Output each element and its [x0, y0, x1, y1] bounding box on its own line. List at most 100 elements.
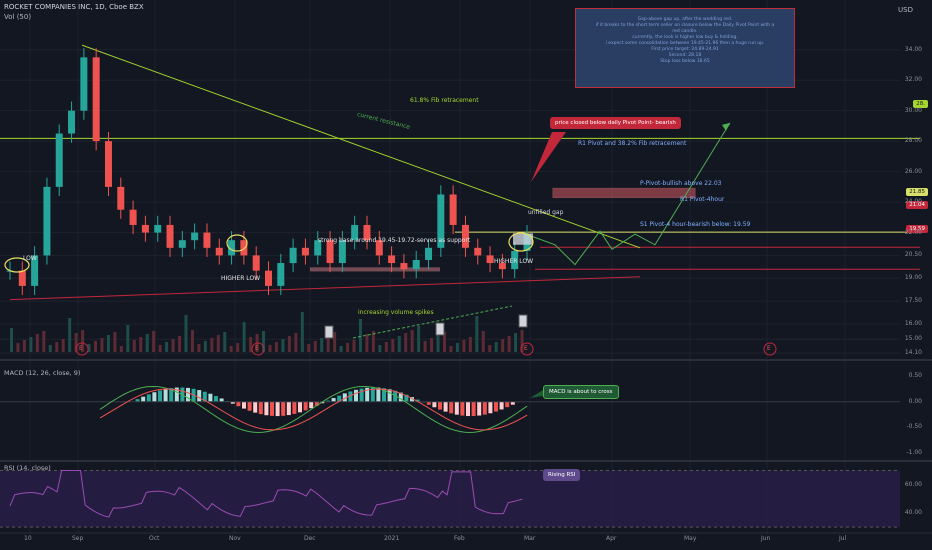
note-line: Gap-above gap up, after the wedding red.: [637, 17, 733, 22]
support-zone: [310, 267, 440, 272]
volume-bar: [178, 336, 182, 352]
macd-bar: [387, 389, 392, 402]
macd-bar: [331, 398, 336, 402]
volume-bar: [300, 312, 304, 352]
volume-bar: [216, 335, 220, 352]
price-axis-label: 15.00: [904, 335, 922, 343]
earnings-label: E: [524, 345, 528, 352]
macd-bar: [270, 401, 274, 416]
price-axis-label: 28.00: [904, 137, 922, 145]
macd-bar: [460, 401, 465, 416]
macd-bar: [236, 401, 241, 407]
macd-axis-label: 0.50: [908, 372, 922, 380]
time-axis-label: 10: [24, 535, 32, 542]
earnings-marker: [75, 342, 89, 356]
time-axis-label: 2021: [384, 535, 400, 542]
candle-body: [412, 260, 420, 270]
rsi-title: RSI (14, close): [4, 464, 51, 472]
time-axis-label: Dec: [304, 535, 316, 542]
candle-body: [314, 240, 322, 256]
higher-low-circle: [226, 234, 248, 252]
note-line: red candle.: [672, 29, 698, 34]
volume-bar: [371, 331, 375, 352]
candle-body: [338, 240, 346, 264]
candle-body: [178, 240, 186, 248]
volume-bar: [81, 330, 85, 352]
volume-bar: [391, 339, 395, 352]
note-line: First price target: 24.89-24.91: [651, 47, 719, 52]
volume-bar: [48, 345, 52, 352]
macd-bar: [449, 401, 454, 414]
volume-spikes-label: increasing volume spikes: [358, 309, 434, 316]
macd-bar: [398, 392, 403, 402]
macd-bar: [342, 393, 347, 402]
note-line: Second: 28.18: [668, 53, 702, 58]
volume-bar: [430, 338, 434, 352]
candle-body: [498, 263, 506, 270]
time-axis-label: Mar: [524, 535, 536, 542]
last-price-tag: 21.85: [906, 188, 928, 196]
macd-bar: [152, 392, 157, 402]
volume-bar: [242, 322, 246, 352]
macd-bar: [208, 393, 213, 402]
volume-bar: [165, 342, 169, 352]
low-circle: [4, 257, 30, 273]
volume-bar: [514, 333, 518, 352]
volume-bar: [520, 330, 524, 352]
volume-bar: [139, 337, 143, 352]
macd-bar: [186, 387, 190, 402]
higher-low-label-1: HIGHER LOW: [221, 275, 261, 282]
volume-bar: [29, 337, 33, 352]
support-trendline: [9, 276, 641, 301]
macd-bar: [146, 394, 151, 402]
candle-body: [388, 255, 396, 264]
candle-body: [363, 224, 371, 241]
volume-bar: [468, 337, 472, 352]
macd-bar: [163, 389, 168, 402]
time-axis-label: Apr: [606, 535, 617, 542]
candle-body: [215, 247, 223, 256]
volume-trend-line: [352, 305, 513, 339]
price-axis-label: 19.00: [904, 274, 922, 282]
volume-bar: [339, 346, 343, 352]
price-axis-label: 32.00: [904, 76, 922, 84]
volume-bar: [126, 325, 130, 352]
volume-bar: [507, 336, 511, 352]
macd-bar: [230, 401, 235, 404]
macd-bar: [264, 401, 269, 416]
macd-bar: [382, 388, 386, 402]
candle-body: [511, 250, 519, 270]
candle-body: [240, 240, 248, 256]
price-axis-label: 22.00: [904, 228, 922, 236]
candle-body: [55, 133, 63, 187]
candle-body: [301, 247, 309, 256]
candle-body: [141, 224, 149, 233]
macd-callout-pointer: [530, 390, 543, 398]
volume-bar: [501, 339, 505, 352]
volume-bar: [494, 342, 498, 352]
note-line: if it breaks to the short term seller on…: [595, 23, 775, 28]
volume-bar: [365, 334, 369, 352]
candle-body: [289, 247, 297, 264]
earnings-label: E: [255, 345, 259, 352]
earnings-marker: [520, 342, 534, 356]
macd-axis-label: -0.50: [906, 423, 922, 431]
volume-bar: [313, 341, 317, 352]
macd-bar: [488, 401, 493, 414]
price-closed-callout: price closed below daily Pivot Point- be…: [550, 117, 681, 129]
volume-bar: [346, 343, 350, 352]
time-axis-label: Sep: [72, 535, 84, 542]
candle-body: [80, 57, 88, 111]
macd-bar: [247, 401, 252, 411]
candle-body: [129, 209, 137, 225]
macd-bar: [354, 389, 358, 402]
candle-body: [43, 186, 51, 256]
s1-price-tag: 19.59: [906, 225, 928, 233]
candle-body: [104, 141, 112, 187]
macd-bar: [258, 401, 263, 415]
volume-spike-marker: [435, 322, 445, 336]
volume-bar: [74, 333, 78, 352]
macd-bar: [309, 401, 314, 409]
price-axis-label: 26.00: [904, 167, 922, 175]
macd-bar: [510, 401, 515, 405]
